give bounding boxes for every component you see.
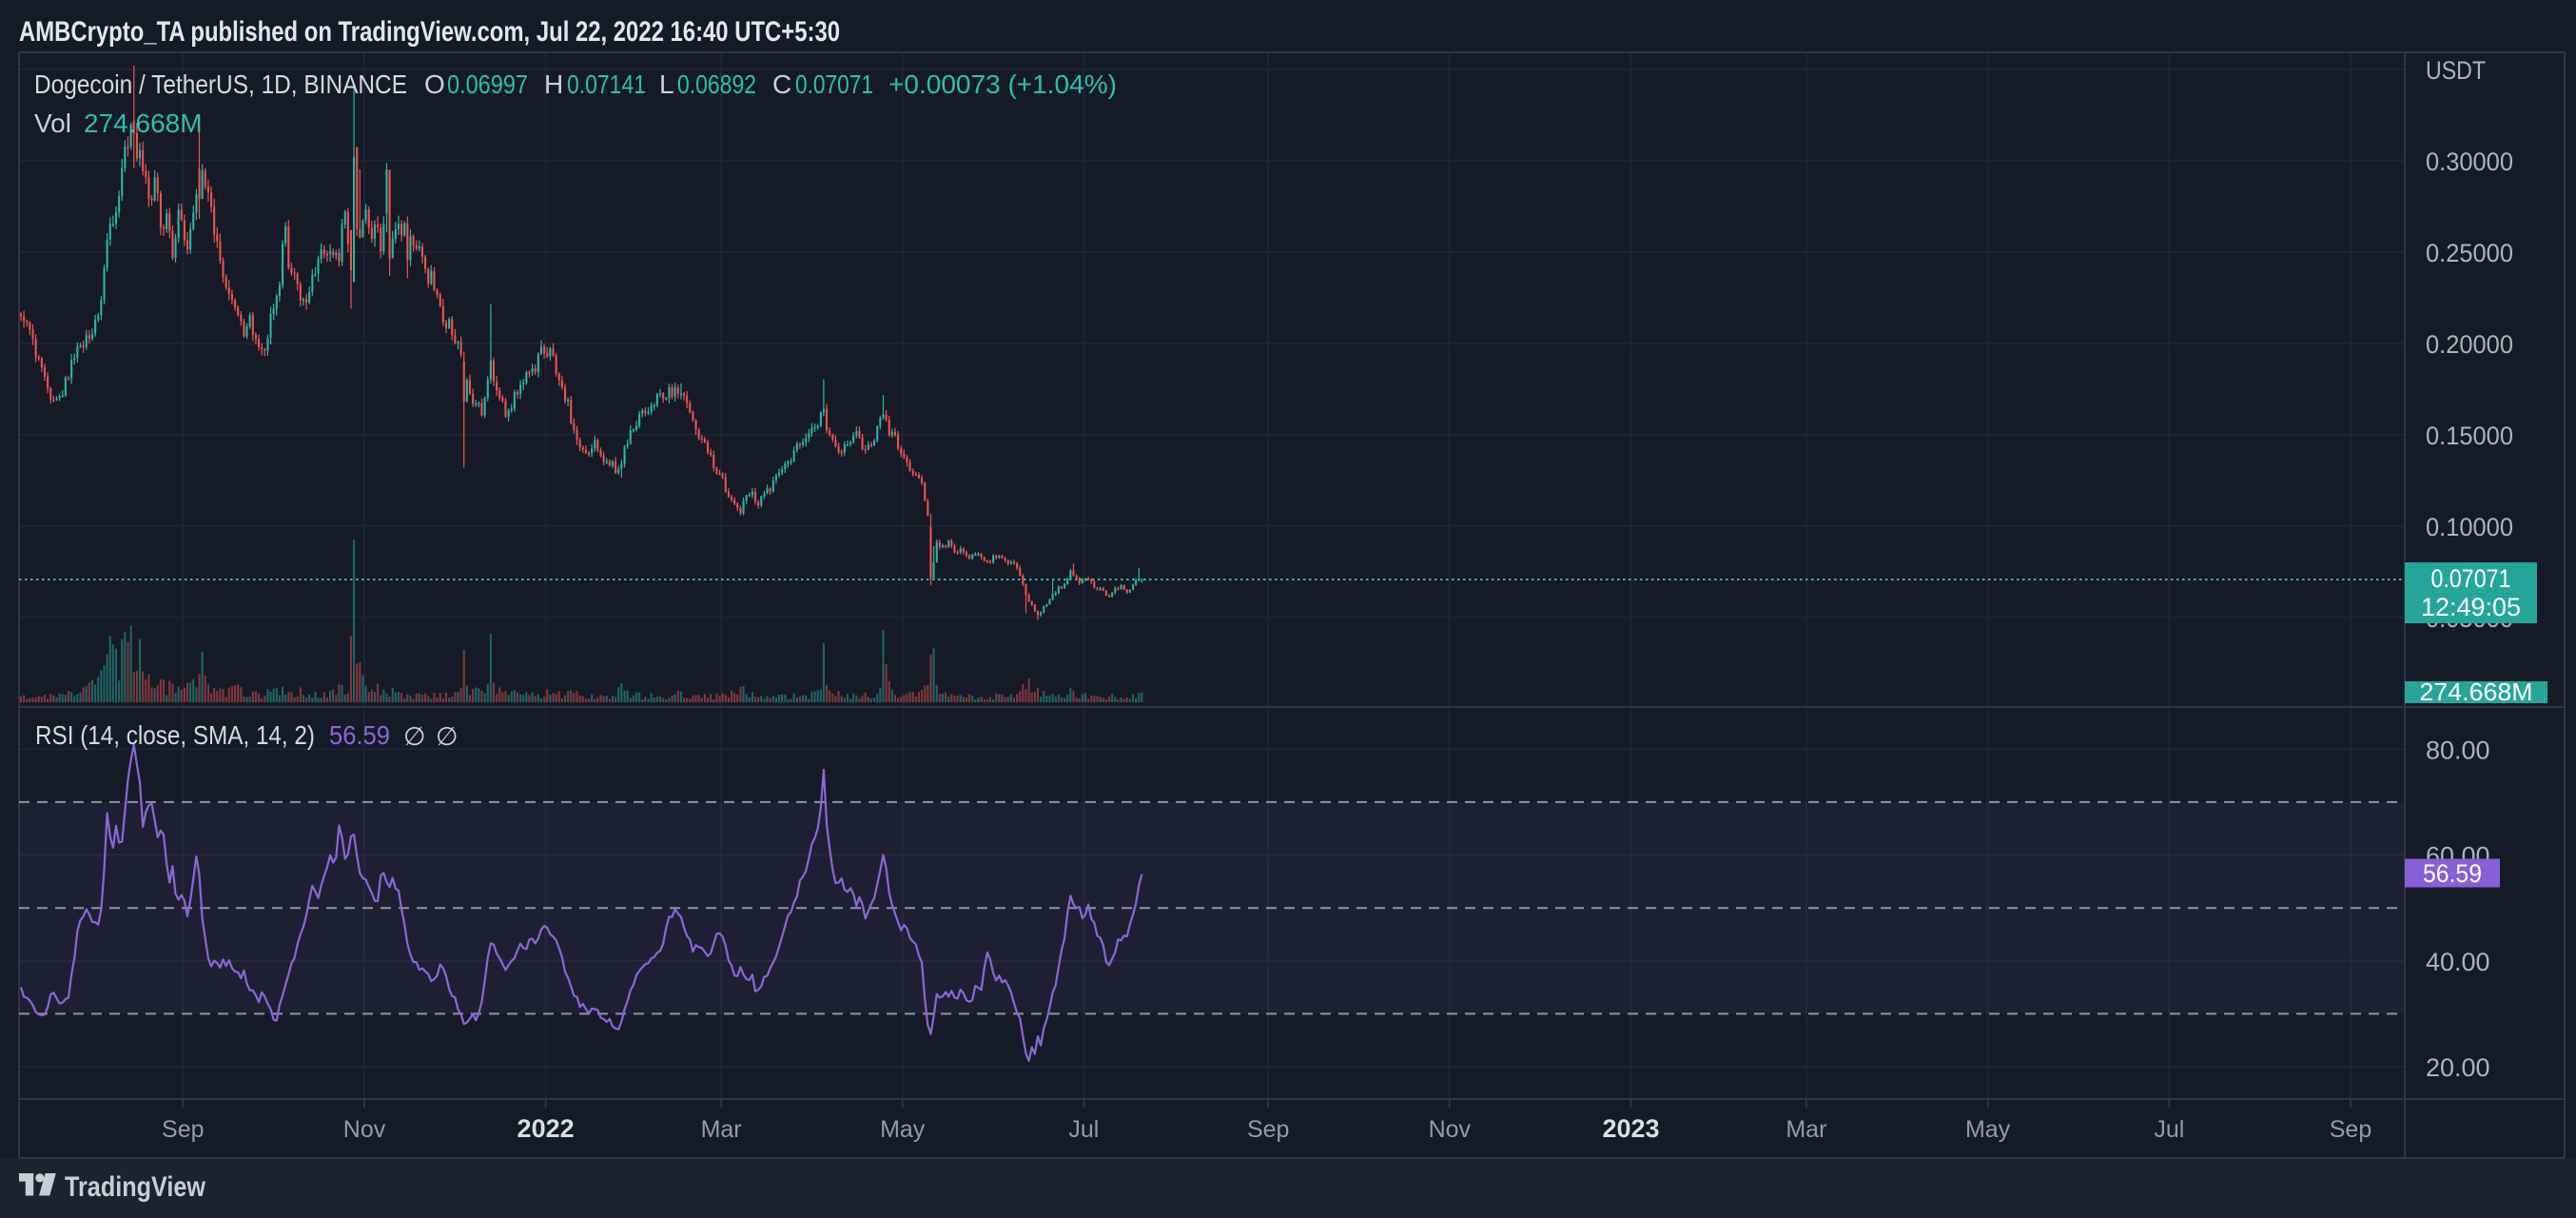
svg-text:274.668M: 274.668M <box>84 108 203 138</box>
svg-text:0.25000: 0.25000 <box>2426 239 2513 267</box>
svg-text:0.10000: 0.10000 <box>2426 513 2513 541</box>
svg-text:0.20000: 0.20000 <box>2426 330 2513 359</box>
svg-text:O: O <box>424 69 445 99</box>
svg-text:May: May <box>880 1116 926 1143</box>
svg-text:L: L <box>659 69 674 99</box>
svg-text:274.668M: 274.668M <box>2420 678 2533 706</box>
svg-text:0.07071: 0.07071 <box>795 69 873 99</box>
svg-text:Jul: Jul <box>1068 1116 1099 1143</box>
svg-text:40.00: 40.00 <box>2426 948 2490 976</box>
svg-text:80.00: 80.00 <box>2426 736 2490 764</box>
svg-text:TradingView: TradingView <box>65 1171 206 1203</box>
svg-text:0.07071: 0.07071 <box>2431 564 2511 593</box>
svg-text:Nov: Nov <box>1429 1116 1472 1143</box>
svg-text:AMBCrypto_TA published on Trad: AMBCrypto_TA published on TradingView.co… <box>19 16 840 48</box>
svg-text:0.07141: 0.07141 <box>567 69 646 99</box>
svg-text:USDT: USDT <box>2426 56 2486 85</box>
svg-text:0.30000: 0.30000 <box>2426 147 2513 176</box>
svg-text:Sep: Sep <box>162 1116 204 1143</box>
svg-text:Sep: Sep <box>1247 1116 1289 1143</box>
svg-text:Nov: Nov <box>343 1116 386 1143</box>
svg-text:+0.00073 (+1.04%): +0.00073 (+1.04%) <box>888 69 1117 99</box>
svg-text:0.06892: 0.06892 <box>677 69 756 99</box>
svg-text:∅: ∅ <box>403 722 426 751</box>
svg-text:56.59: 56.59 <box>2423 859 2482 888</box>
svg-text:Dogecoin / TetherUS, 1D, BINAN: Dogecoin / TetherUS, 1D, BINANCE <box>34 69 407 99</box>
svg-text:0.06997: 0.06997 <box>447 69 528 99</box>
svg-text:Mar: Mar <box>1786 1116 1826 1143</box>
svg-text:12:49:05: 12:49:05 <box>2421 593 2521 621</box>
svg-text:20.00: 20.00 <box>2426 1053 2490 1082</box>
svg-text:Mar: Mar <box>701 1116 742 1143</box>
svg-text:2022: 2022 <box>517 1114 575 1143</box>
svg-text:Jul: Jul <box>2154 1116 2184 1143</box>
svg-text:Vol: Vol <box>34 108 71 138</box>
svg-text:2023: 2023 <box>1602 1114 1659 1143</box>
svg-text:56.59: 56.59 <box>329 720 390 750</box>
svg-text:∅: ∅ <box>436 722 459 751</box>
svg-text:May: May <box>1965 1116 2011 1143</box>
svg-text:0.15000: 0.15000 <box>2426 422 2513 450</box>
svg-text:H: H <box>544 69 563 99</box>
svg-text:C: C <box>772 69 791 99</box>
svg-text:RSI (14, close, SMA, 14, 2): RSI (14, close, SMA, 14, 2) <box>35 720 315 750</box>
svg-text:Sep: Sep <box>2330 1116 2371 1143</box>
